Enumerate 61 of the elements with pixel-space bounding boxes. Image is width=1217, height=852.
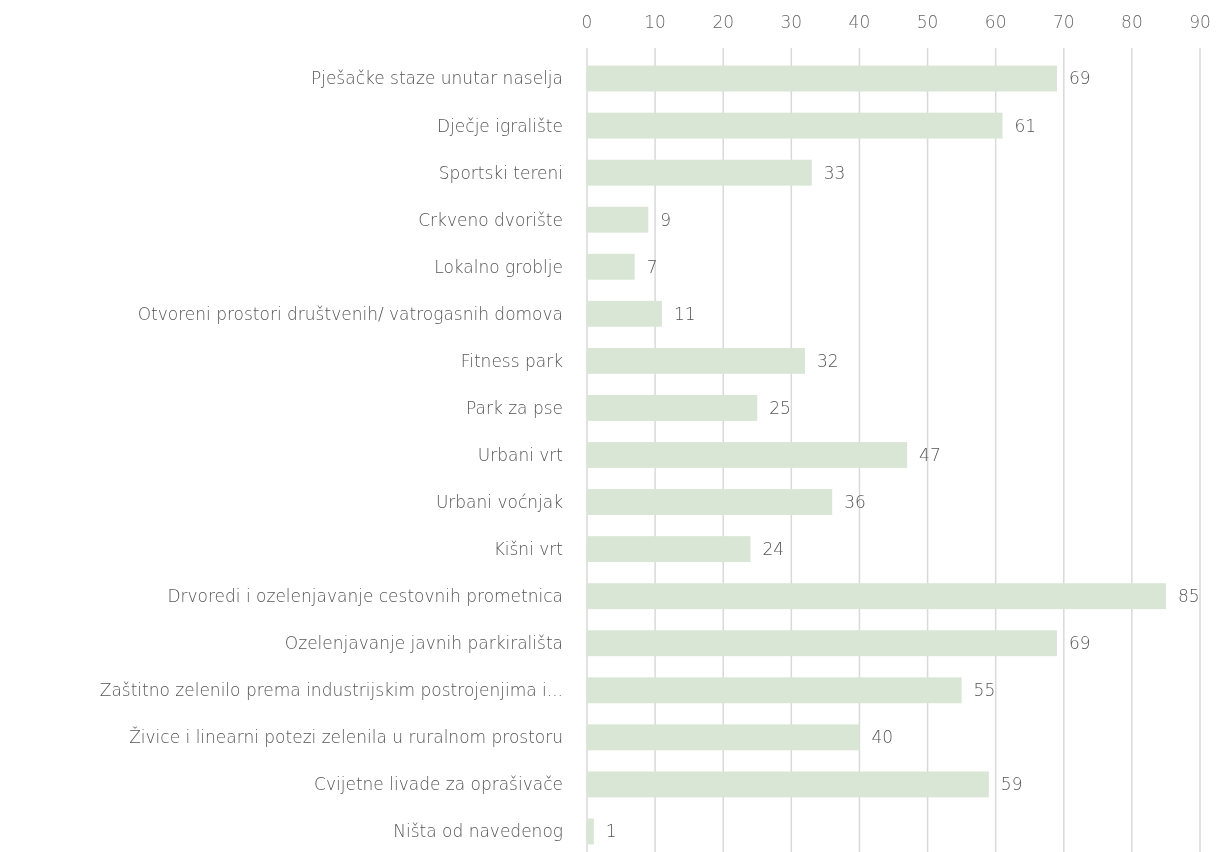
x-tick-label: 30: [780, 12, 803, 32]
data-label: 69: [1068, 68, 1091, 89]
data-label: 7: [646, 256, 658, 277]
y-tick-label: Ništa od navedenog: [393, 821, 563, 842]
y-tick-label: Cvijetne livade za oprašivače: [314, 774, 563, 795]
y-tick-label: Zaštitno zelenilo prema industrijskim postrojenjima i...: [99, 680, 563, 701]
x-tick-label: 50: [916, 12, 939, 32]
y-tick-label: Lokalno groblje: [434, 256, 563, 277]
y-tick-label: Ozelenjavanje javnih parkirališta: [284, 633, 563, 654]
y-tick-label: Fitness park: [460, 350, 564, 371]
y-tick-label: Drvoredi i ozelenjavanje cestovnih prometnica: [167, 586, 563, 607]
y-tick-label: Dječje igralište: [437, 115, 563, 136]
bar: [587, 347, 805, 374]
bar: [587, 395, 758, 421]
bar: [587, 300, 662, 327]
x-tick-label: 20: [712, 12, 735, 32]
bar: [587, 677, 962, 704]
x-tick-label: 10: [644, 12, 666, 32]
y-tick-label: Otvoreni prostori društvenih/ vatrogasnih domova: [137, 303, 563, 324]
data-label: 1: [605, 821, 617, 842]
bar: [587, 112, 1003, 139]
x-tick-label: 40: [848, 12, 871, 32]
bar: [587, 206, 649, 233]
data-label: 59: [1000, 774, 1023, 795]
data-label: 47: [919, 444, 941, 465]
y-tick-label: Park za pse: [466, 397, 563, 418]
data-label: 61: [1014, 115, 1037, 136]
bar: [587, 630, 1057, 657]
x-tick-label: 60: [984, 12, 1007, 32]
bar: [587, 536, 751, 563]
y-tick-label: Urbani voćnjak: [435, 492, 564, 513]
data-label: 24: [762, 539, 785, 560]
data-label: 11: [673, 303, 696, 324]
y-tick-label: Urbani vrt: [477, 444, 563, 465]
data-label: 55: [973, 680, 996, 701]
x-tick-label: 0: [581, 12, 593, 32]
x-tick-label: 70: [1052, 12, 1075, 32]
x-tick-label: 80: [1121, 12, 1143, 32]
data-label: 33: [823, 162, 846, 183]
bar: [587, 253, 635, 280]
bar: [587, 724, 860, 751]
data-label: 69: [1068, 633, 1091, 654]
x-tick-label: 90: [1189, 12, 1211, 32]
data-label: 32: [816, 350, 839, 371]
data-label: 25: [769, 397, 791, 418]
bar: [587, 159, 812, 186]
data-label: 85: [1177, 586, 1200, 607]
bar: [587, 818, 594, 845]
y-tick-label: Crkveno dvorište: [418, 209, 563, 230]
y-tick-label: Kišni vrt: [493, 539, 563, 560]
data-label: 9: [660, 209, 672, 230]
y-tick-label: Sportski tereni: [438, 162, 563, 183]
bar: [587, 489, 833, 515]
bar: [587, 771, 989, 798]
bar: [587, 583, 1166, 610]
bar: [587, 65, 1057, 92]
y-tick-label: Pješačke staze unutar naselja: [310, 68, 563, 89]
data-label: 40: [871, 727, 894, 748]
bar: [587, 442, 908, 468]
data-label: 36: [844, 492, 866, 513]
y-tick-label: Živice i linearni potezi zelenila u ruralnom prostoru: [129, 726, 563, 748]
